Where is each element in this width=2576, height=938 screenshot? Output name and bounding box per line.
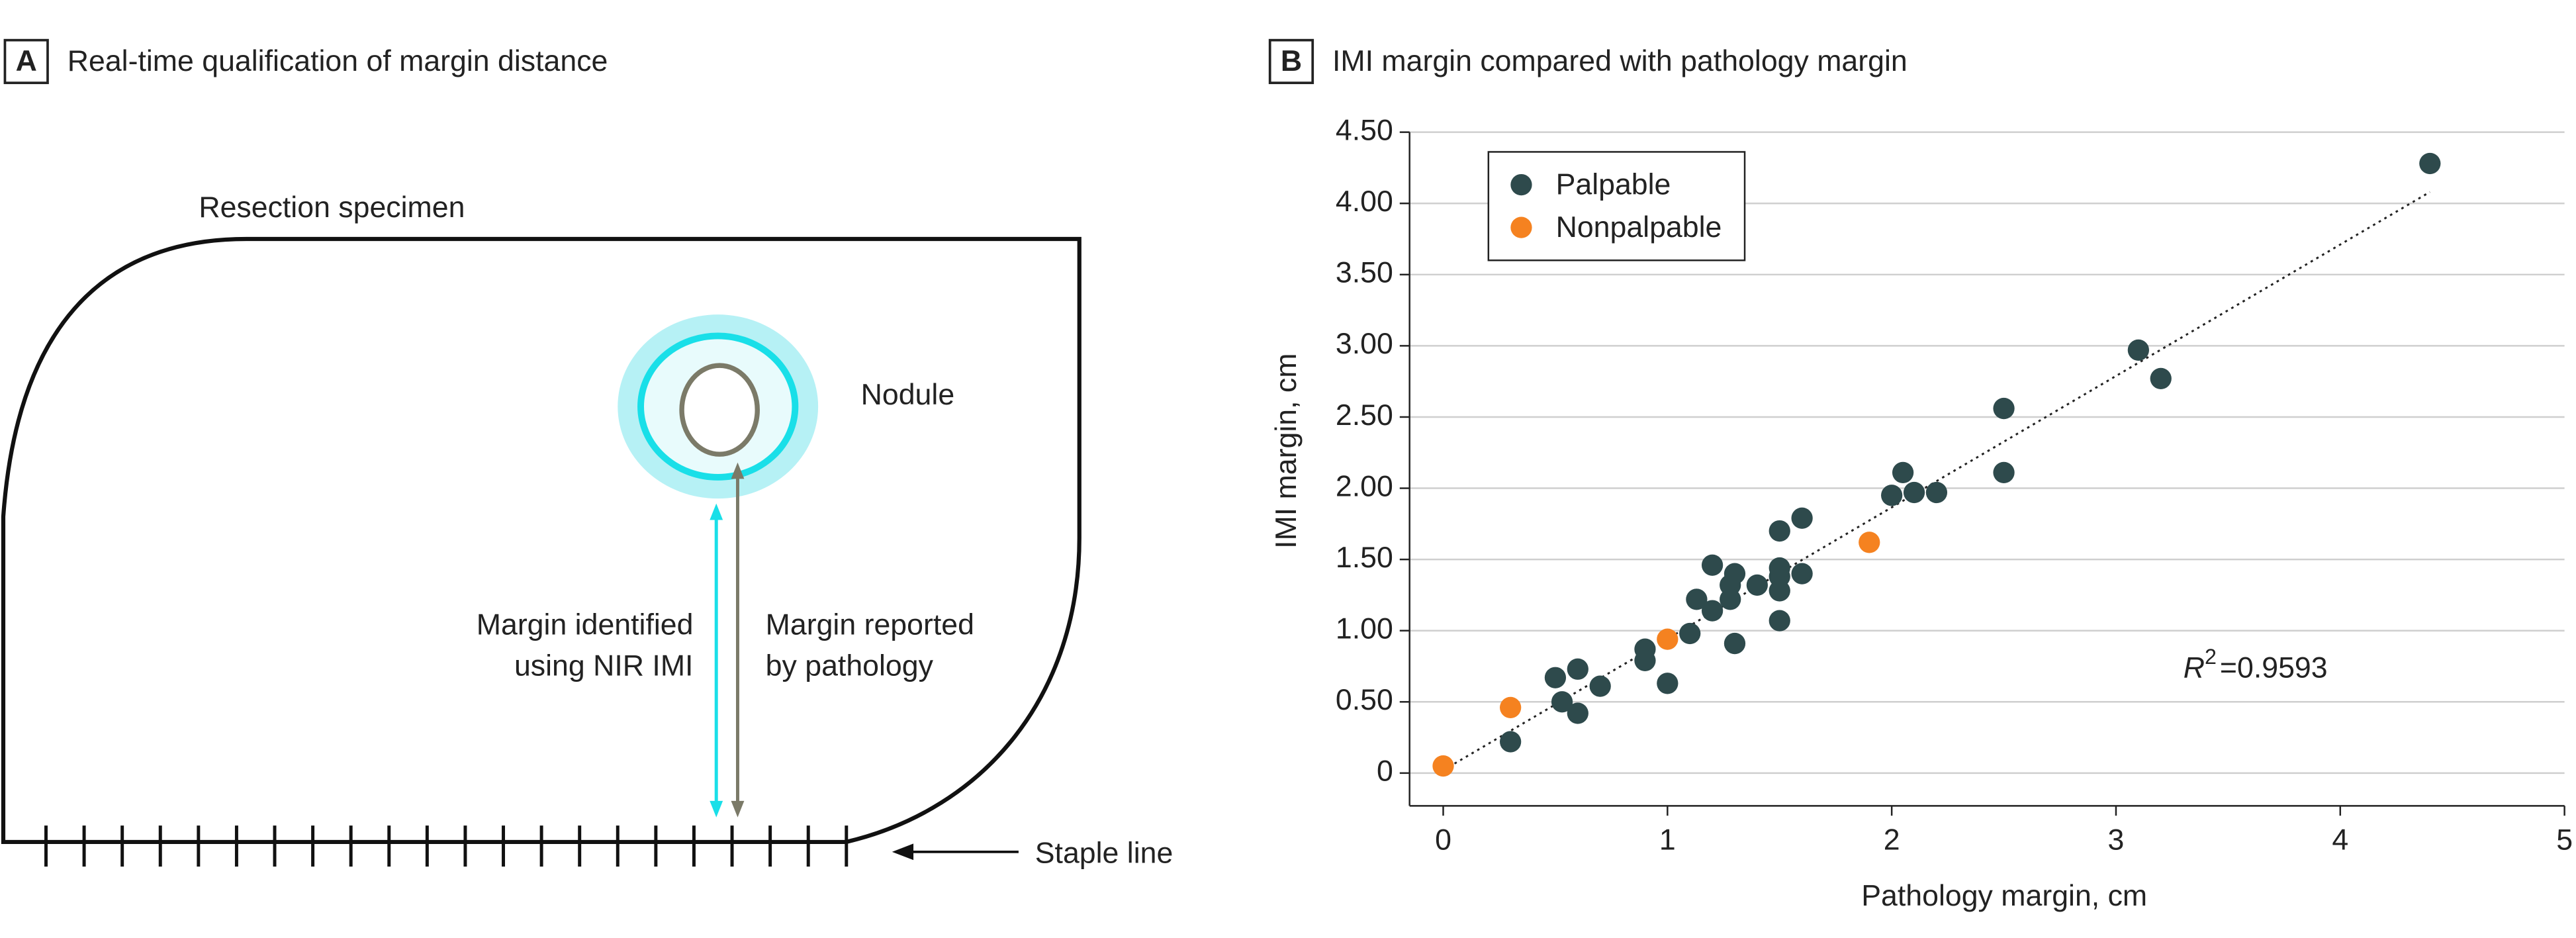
y-tick-label: 1.00 bbox=[1336, 612, 1393, 645]
x-tick-label: 3 bbox=[2108, 824, 2125, 857]
y-tick-label: 4.50 bbox=[1336, 114, 1393, 146]
y-tick-label: 0 bbox=[1377, 755, 1393, 788]
trendline bbox=[1442, 191, 2431, 771]
point bbox=[1500, 731, 1522, 753]
point bbox=[1432, 755, 1454, 777]
legend-box bbox=[1487, 151, 1746, 261]
point bbox=[1892, 461, 1914, 484]
point bbox=[1859, 532, 1880, 553]
point bbox=[1544, 667, 1567, 688]
legend-marker bbox=[1510, 173, 1532, 196]
point bbox=[1551, 691, 1573, 713]
r-value: =0.9593 bbox=[2220, 651, 2328, 684]
specimen-label: Resection specimen bbox=[199, 191, 465, 224]
legend-label: Palpable bbox=[1556, 168, 1671, 201]
point bbox=[1720, 588, 1741, 610]
x-tick-label: 0 bbox=[1435, 824, 1451, 857]
point bbox=[1881, 485, 1903, 506]
point bbox=[1500, 696, 1522, 719]
panel-letter: B bbox=[1281, 45, 1302, 77]
point bbox=[1701, 554, 1724, 576]
y-tick-label: 2.50 bbox=[1336, 399, 1393, 432]
point bbox=[1679, 622, 1701, 645]
staple-label: Staple line bbox=[1035, 837, 1173, 870]
point bbox=[1769, 520, 1790, 542]
point bbox=[1724, 632, 1746, 655]
specimen-outline bbox=[1, 236, 1081, 845]
point bbox=[1634, 649, 1656, 672]
staple-arrowhead bbox=[892, 843, 914, 861]
point bbox=[1746, 574, 1768, 596]
panel-letter-box bbox=[3, 38, 49, 85]
panel-letter: A bbox=[16, 45, 37, 77]
pathology-label: Margin reported bbox=[766, 609, 974, 641]
panel-letter-box bbox=[1268, 38, 1314, 85]
point bbox=[2127, 339, 2149, 361]
point bbox=[1925, 481, 1948, 504]
plot: 0 0.50 1.00 1.50 2.00 2.50 3.00 3.50 4.00 4.50 0 1 2… bbox=[1336, 114, 2573, 856]
panel-title: Real-time qualification of margin distan… bbox=[68, 45, 608, 77]
point bbox=[1791, 507, 1813, 529]
x-tick-label: 2 bbox=[1884, 824, 1900, 857]
imi-label: Margin identified bbox=[477, 609, 694, 641]
chart-title: IMI margin compared with pathology margi… bbox=[1332, 45, 1908, 77]
y-tick-label: 3.50 bbox=[1336, 257, 1393, 289]
legend-marker bbox=[1510, 216, 1532, 238]
y-tick-label: 0.50 bbox=[1336, 684, 1393, 716]
x-tick-label: 1 bbox=[1659, 824, 1676, 857]
y-tick-label: 2.00 bbox=[1336, 470, 1393, 502]
point bbox=[1791, 563, 1813, 585]
point bbox=[1769, 610, 1790, 632]
y-tick-label: 3.00 bbox=[1336, 328, 1393, 360]
point bbox=[1903, 481, 1925, 504]
point bbox=[1567, 702, 1588, 724]
r-exponent: 2 bbox=[2205, 644, 2217, 668]
r-squared: R2 =0.9593 bbox=[2184, 644, 2328, 684]
x-tick-label: 5 bbox=[2556, 824, 2573, 857]
point bbox=[1589, 675, 1611, 697]
r-symbol: R bbox=[2184, 651, 2205, 684]
point bbox=[2419, 152, 2441, 175]
point bbox=[1657, 628, 1679, 650]
imi-label: using NIR IMI bbox=[514, 650, 694, 682]
x-axis-label: Pathology margin, cm bbox=[1861, 880, 2147, 912]
point bbox=[2150, 367, 2172, 390]
pathology-label: by pathology bbox=[766, 650, 934, 682]
point bbox=[1993, 397, 2015, 420]
nodule-label: Nodule bbox=[861, 379, 955, 411]
staples bbox=[3, 825, 849, 867]
point bbox=[1657, 673, 1679, 694]
x-tick-label: 4 bbox=[2332, 824, 2348, 857]
point bbox=[1769, 580, 1790, 602]
y-tick-label: 1.50 bbox=[1336, 541, 1393, 574]
y-axis-label: IMI margin, cm bbox=[1270, 353, 1303, 549]
point bbox=[1993, 461, 2015, 484]
legend-label: Nonpalpable bbox=[1556, 211, 1722, 244]
point bbox=[1701, 600, 1724, 622]
point bbox=[1567, 658, 1588, 680]
nodule bbox=[679, 363, 760, 457]
y-tick-label: 4.00 bbox=[1336, 185, 1393, 218]
point bbox=[1686, 588, 1708, 610]
